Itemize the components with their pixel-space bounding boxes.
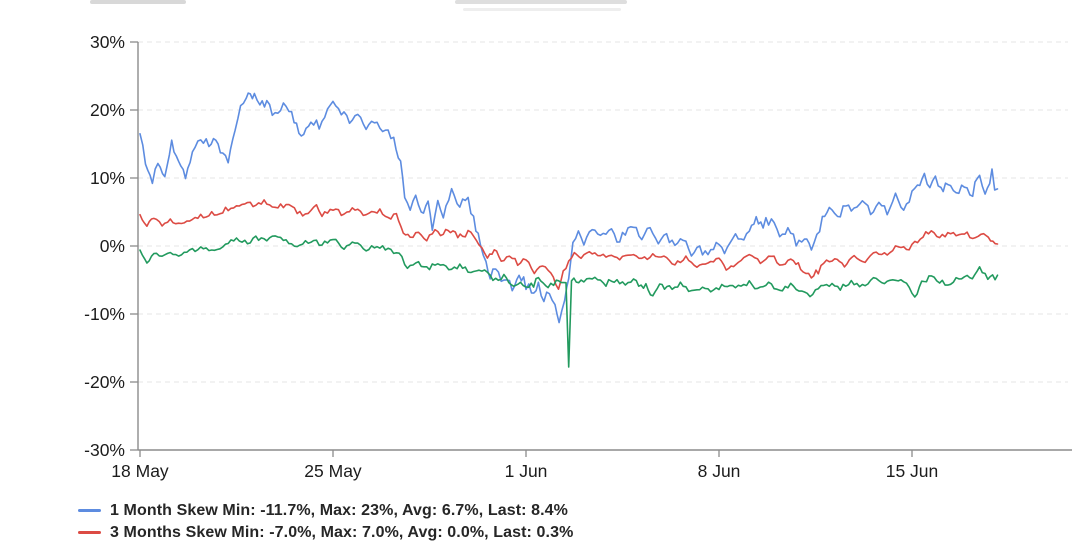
series-line-3-months-skew[interactable] — [139, 199, 999, 290]
legend-label-1-month: 1 Month Skew Min: -11.7%, Max: 23%, Avg:… — [110, 501, 568, 519]
chart-legend: 1 Month Skew Min: -11.7%, Max: 23%, Avg:… — [78, 500, 573, 543]
series-line-1-month-skew[interactable] — [139, 92, 999, 324]
cropped-header-text-left — [90, 0, 186, 4]
series-line-green-2[interactable] — [139, 235, 999, 368]
x-axis-label: 8 Jun — [698, 461, 741, 481]
legend-swatch-1-month — [78, 509, 101, 512]
y-axis-label: 30% — [90, 32, 125, 52]
y-axis-label: -30% — [84, 440, 125, 460]
legend-item-1-month-skew[interactable]: 1 Month Skew Min: -11.7%, Max: 23%, Avg:… — [78, 500, 573, 521]
y-axis-label: 20% — [90, 100, 125, 120]
cropped-header-underline — [463, 8, 621, 11]
x-axis-label: 18 May — [111, 461, 169, 481]
y-axis-label: -20% — [84, 372, 125, 392]
x-axis-label: 1 Jun — [505, 461, 548, 481]
y-axis-label: -10% — [84, 304, 125, 324]
y-axis-label: 10% — [90, 168, 125, 188]
legend-label-3-months: 3 Months Skew Min: -7.0%, Max: 7.0%, Avg… — [110, 523, 574, 541]
x-axis-label: 25 May — [304, 461, 362, 481]
y-axis-label: 0% — [100, 236, 125, 256]
x-axis-label: 15 Jun — [886, 461, 939, 481]
legend-swatch-3-months — [78, 531, 101, 534]
cropped-header-text-center — [455, 0, 627, 4]
legend-item-3-months-skew[interactable]: 3 Months Skew Min: -7.0%, Max: 7.0%, Avg… — [78, 522, 573, 543]
